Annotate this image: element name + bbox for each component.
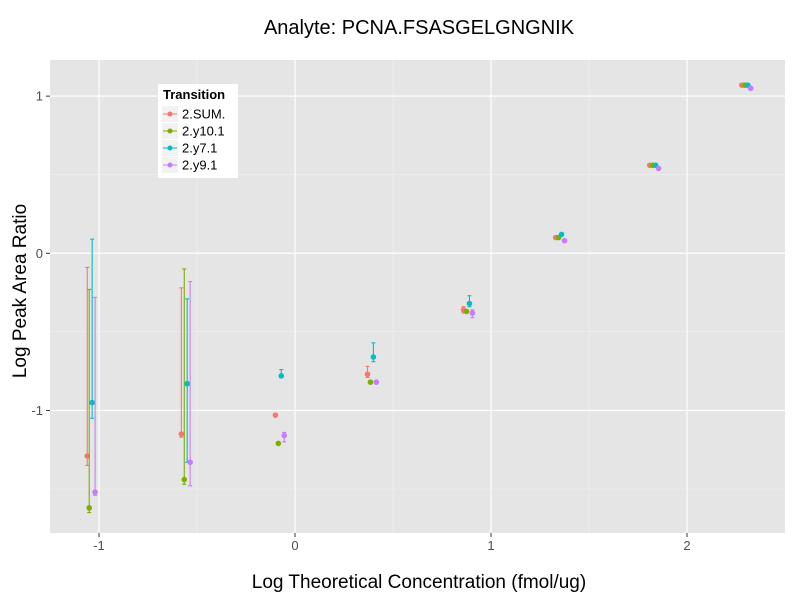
data-point [181,476,188,483]
x-tick-label: 0 [291,538,298,553]
data-point [84,453,91,459]
x-tick-label: 1 [487,538,494,553]
data-point [463,308,470,315]
data-point [184,380,190,387]
legend-key-point [167,145,173,151]
data-point [364,371,371,378]
data-point [373,379,380,385]
data-point [272,412,279,418]
data-point [178,431,185,437]
data-point [558,231,565,238]
data-point [278,373,285,379]
series-2.y9.1 [92,85,754,496]
y-tick-label: 1 [36,89,43,104]
legend-item-label: 2.y7.1 [182,141,217,156]
legend-item-label: 2.SUM. [182,107,225,122]
chart-title: Analyte: PCNA.FSASGELGNGNIK [264,17,575,39]
axes: -1 0 1 2 -1 0 1 [31,89,690,553]
data-point [89,399,95,406]
data-point [561,237,568,244]
grid-lines [50,60,785,533]
data-point [747,85,754,92]
legend-key-point [167,111,173,117]
legend: Transition 2.SUM. 2.y10.1 2.y7.1 2.y9.1 [158,84,238,178]
data-point [86,505,92,511]
data-point [187,459,193,466]
data-point [655,165,662,172]
x-axis-title: Log Theoretical Concentration (fmol/ug) [252,572,586,593]
data-point [469,310,476,316]
data-point [466,300,473,307]
legend-item-label: 2.y10.1 [182,124,225,139]
series-2.y7.1 [89,82,751,463]
x-tick-label: -1 [93,538,105,553]
y-axis-title: Log Peak Area Ratio [10,204,31,378]
legend-key-point [167,128,173,134]
y-tick-label: -1 [31,403,43,418]
series-2.y10.1 [86,82,748,514]
data-point [367,379,374,385]
data-point [275,440,282,447]
y-tick-label: 0 [36,246,43,261]
legend-title: Transition [163,87,225,102]
x-tick-label: 2 [683,538,690,553]
data-point [281,432,288,439]
legend-key-point [167,162,173,168]
data-marks [84,82,754,514]
data-point [370,354,377,360]
data-point [92,489,98,495]
legend-item-label: 2.y9.1 [182,158,217,173]
